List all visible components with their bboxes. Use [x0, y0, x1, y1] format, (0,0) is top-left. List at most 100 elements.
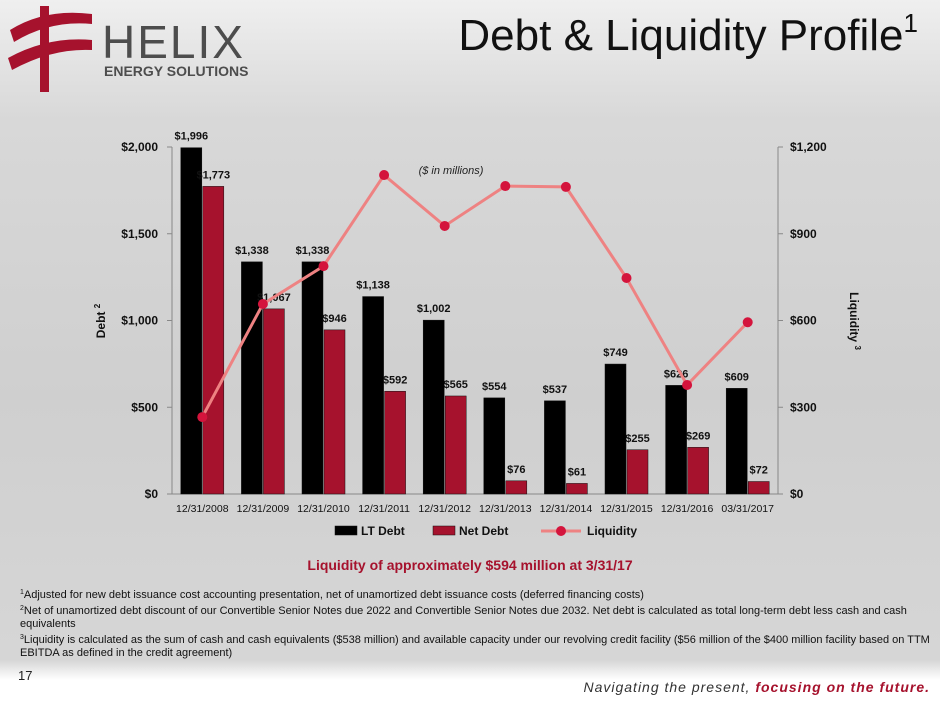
marker — [560, 181, 571, 192]
footnotes: 1Adjusted for new debt issuance cost acc… — [20, 586, 935, 660]
x-tick-label: 12/31/2009 — [237, 503, 290, 515]
legend-label: Liquidity — [587, 524, 637, 538]
footnote-text: Net of unamortized debt discount of our … — [20, 605, 907, 630]
callout: Liquidity of approximately $594 million … — [307, 557, 633, 573]
y2-axis-title-text: Liquidity — [847, 292, 861, 342]
y-tick-label: $0 — [145, 487, 159, 501]
x-tick-label: 12/31/2008 — [176, 503, 229, 515]
bar — [180, 147, 203, 495]
tagline: Navigating the present, focusing on the … — [583, 679, 930, 695]
title-sup: 1 — [903, 8, 918, 38]
bar — [263, 308, 285, 495]
marker — [682, 379, 693, 390]
legend-label: LT Debt — [361, 524, 405, 538]
data-label: $592 — [383, 374, 407, 386]
marker — [197, 412, 208, 423]
marker — [742, 317, 753, 328]
y-tick-label: $1,500 — [121, 227, 158, 241]
bar — [665, 385, 687, 495]
bar — [747, 481, 770, 495]
data-label: $946 — [322, 313, 346, 325]
data-label: $1,338 — [235, 245, 269, 257]
y-axis-title-text: Debt — [94, 312, 108, 339]
legend-marker — [556, 526, 566, 536]
data-label: $76 — [507, 464, 525, 476]
marker — [500, 181, 511, 192]
footnote: 1Adjusted for new debt issuance cost acc… — [20, 586, 935, 602]
data-label: $749 — [603, 347, 627, 359]
bar — [505, 480, 528, 495]
legend-label: Net Debt — [459, 524, 508, 538]
data-label: $537 — [543, 384, 567, 396]
marker — [318, 261, 329, 272]
bar — [202, 186, 225, 495]
footnote-marker: 1 — [20, 589, 24, 596]
bar — [362, 296, 384, 495]
x-tick-label: 12/31/2015 — [600, 503, 653, 515]
y2-axis-title-sup: 3 — [853, 345, 862, 350]
y-tick-label: $1,000 — [121, 314, 158, 328]
tagline-bold: focusing on the future. — [755, 679, 930, 695]
data-label: $61 — [568, 466, 586, 478]
logo-name: HELIX — [102, 16, 245, 68]
footnote-marker: 2 — [20, 605, 24, 612]
bar — [241, 261, 263, 495]
data-label: $1,773 — [196, 169, 230, 181]
y-tick-label: $500 — [131, 400, 158, 414]
y2-tick-label: $900 — [790, 227, 817, 241]
bar — [323, 329, 346, 495]
logo-bar — [40, 6, 49, 92]
bar — [604, 363, 627, 495]
data-label: $1,996 — [174, 131, 208, 143]
y-tick-label: $2,000 — [121, 140, 158, 154]
bar — [301, 261, 324, 495]
footnote: 2Net of unamortized debt discount of our… — [20, 602, 935, 631]
title-text: Debt & Liquidity Profile — [458, 11, 904, 60]
footnote-text: Adjusted for new debt issuance cost acco… — [23, 589, 644, 601]
data-label: $255 — [625, 433, 649, 445]
marker — [439, 220, 450, 231]
marker — [257, 299, 268, 310]
bar — [483, 397, 506, 495]
marker — [621, 272, 632, 283]
data-label: $269 — [686, 430, 710, 442]
bar — [626, 449, 649, 495]
annotation: ($ in millions) — [419, 165, 484, 177]
data-label: $1,338 — [296, 245, 330, 257]
x-tick-label: 12/31/2012 — [418, 503, 471, 515]
footnote-marker: 3 — [20, 634, 24, 641]
bar — [444, 395, 467, 495]
y2-tick-label: $1,200 — [790, 140, 827, 154]
marker — [379, 170, 390, 181]
footnote-text: Liquidity is calculated as the sum of ca… — [20, 634, 930, 659]
bar — [422, 319, 445, 495]
line — [200, 172, 749, 418]
legend-swatch — [432, 525, 456, 536]
x-tick-label: 12/31/2011 — [358, 503, 410, 515]
y2-axis-title: Liquidity 3 — [847, 292, 862, 350]
y2-tick-label: $600 — [790, 314, 817, 328]
y2-tick-label: $0 — [790, 487, 804, 501]
tagline-plain: Navigating the present, — [583, 679, 751, 695]
legend-swatch — [334, 525, 358, 536]
bar — [566, 483, 588, 495]
data-label: $72 — [750, 465, 768, 477]
bar — [544, 400, 566, 495]
x-tick-label: 12/31/2010 — [297, 503, 350, 515]
x-tick-label: 12/31/2016 — [661, 503, 714, 515]
logo-swoosh — [10, 12, 92, 42]
x-tick-label: 12/31/2013 — [479, 503, 532, 515]
data-label: $1,138 — [356, 280, 390, 292]
y-axis-title: Debt 2 — [93, 303, 108, 338]
bar — [687, 447, 709, 495]
data-label: $609 — [724, 371, 748, 383]
y2-tick-label: $300 — [790, 400, 817, 414]
data-label: $1,002 — [417, 303, 451, 315]
bar — [384, 391, 406, 495]
data-label: $565 — [443, 379, 467, 391]
bar — [725, 388, 748, 495]
footnote: 3Liquidity is calculated as the sum of c… — [20, 631, 935, 660]
x-tick-label: 12/31/2014 — [540, 503, 593, 515]
